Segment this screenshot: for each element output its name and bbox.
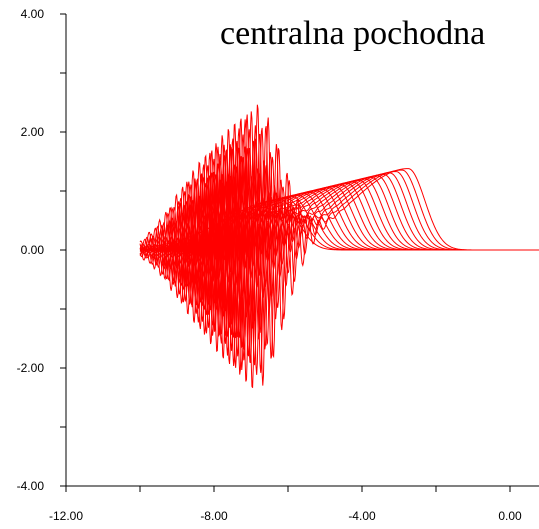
chart-title: centralna pochodna (220, 15, 485, 52)
x-ticks: -12.00 -8.00 -4.00 0.00 (49, 486, 522, 523)
y-tick-label: -4.00 (17, 479, 45, 493)
y-tick-label: 4.00 (21, 7, 45, 21)
y-tick-label: 2.00 (21, 125, 45, 139)
series-group (139, 104, 539, 388)
y-tick-label: -2.00 (17, 361, 45, 375)
y-tick-label: 0.00 (21, 243, 45, 257)
series-line (140, 125, 539, 373)
x-tick-label: 0.00 (498, 509, 522, 523)
y-ticks: -4.00 -2.00 0.00 2.00 4.00 (17, 7, 66, 493)
x-tick-label: -8.00 (200, 509, 228, 523)
x-tick-label: -4.00 (348, 509, 376, 523)
x-tick-label: -12.00 (49, 509, 83, 523)
